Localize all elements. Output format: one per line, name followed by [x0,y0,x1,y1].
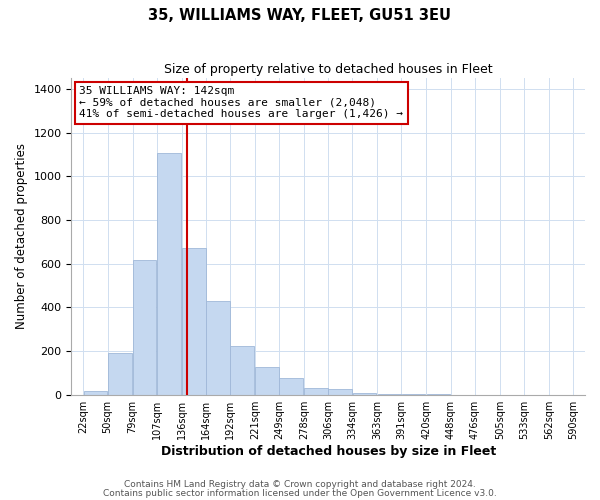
Bar [133,260,157,394]
Bar [157,154,181,394]
Bar [108,353,131,395]
Y-axis label: Number of detached properties: Number of detached properties [15,144,28,330]
Bar [255,368,279,394]
Bar [328,389,352,394]
Bar [83,392,107,394]
Bar [353,392,376,394]
Text: Contains public sector information licensed under the Open Government Licence v3: Contains public sector information licen… [103,488,497,498]
Bar [304,388,328,394]
Bar [182,248,206,394]
Bar [279,378,303,394]
Title: Size of property relative to detached houses in Fleet: Size of property relative to detached ho… [164,62,493,76]
Text: Contains HM Land Registry data © Crown copyright and database right 2024.: Contains HM Land Registry data © Crown c… [124,480,476,489]
Bar [206,301,230,394]
Bar [230,346,254,395]
X-axis label: Distribution of detached houses by size in Fleet: Distribution of detached houses by size … [161,444,496,458]
Text: 35 WILLIAMS WAY: 142sqm
← 59% of detached houses are smaller (2,048)
41% of semi: 35 WILLIAMS WAY: 142sqm ← 59% of detache… [79,86,403,119]
Text: 35, WILLIAMS WAY, FLEET, GU51 3EU: 35, WILLIAMS WAY, FLEET, GU51 3EU [149,8,452,22]
